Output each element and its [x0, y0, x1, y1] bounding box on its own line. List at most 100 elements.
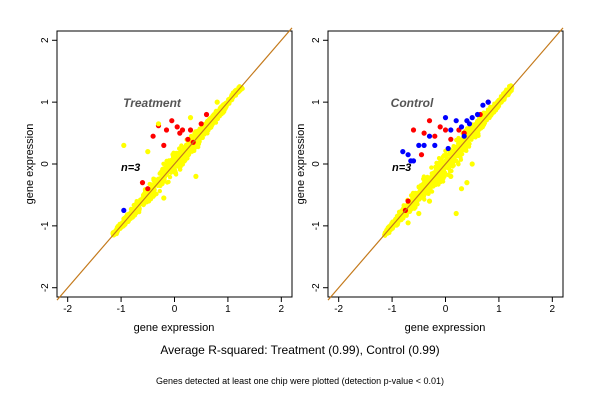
data-point [193, 173, 199, 179]
data-point [169, 118, 175, 124]
data-point [198, 121, 204, 127]
y-tick-label: 2 [40, 37, 51, 43]
data-point [435, 175, 440, 180]
data-point [166, 179, 171, 185]
data-point [440, 154, 446, 159]
data-point [145, 186, 151, 192]
n-label: n=3 [392, 162, 411, 174]
data-point [413, 204, 418, 209]
data-point [218, 112, 223, 117]
data-point [145, 149, 151, 155]
x-tick-label: -1 [388, 304, 397, 315]
n-label: n=3 [121, 162, 140, 174]
data-point [157, 188, 162, 194]
data-point [458, 186, 465, 192]
data-point [421, 130, 427, 136]
data-point [454, 137, 459, 143]
data-point [445, 145, 451, 152]
data-point [458, 124, 465, 130]
data-point [239, 85, 244, 90]
y-axis-ticks: -2 -1 0 1 2 [40, 37, 57, 292]
x-tick-label: 1 [225, 304, 231, 315]
data-point [187, 115, 194, 121]
data-point [420, 182, 426, 187]
data-point [166, 161, 171, 167]
data-point [426, 118, 433, 124]
data-point [161, 142, 167, 148]
data-point [181, 156, 186, 161]
data-point [480, 124, 485, 130]
data-point [182, 145, 187, 150]
data-point [144, 192, 149, 198]
data-point [429, 165, 434, 170]
data-point [155, 121, 162, 127]
data-point [151, 194, 156, 199]
y-tick-label: -1 [311, 221, 322, 230]
panel-title: Control [391, 96, 434, 110]
data-point [418, 152, 425, 158]
identity-line [327, 27, 564, 301]
data-point [403, 212, 408, 217]
data-point [448, 173, 454, 179]
y-axis-label: gene expression [295, 124, 307, 205]
data-point [187, 127, 194, 133]
data-point [451, 163, 456, 168]
data-point [464, 180, 470, 186]
data-point [405, 220, 411, 226]
data-point [441, 176, 446, 181]
data-point [426, 198, 433, 204]
data-point [467, 125, 472, 130]
data-point [121, 207, 127, 213]
data-point [454, 144, 459, 150]
y-tick-label: 1 [40, 99, 51, 105]
data-points [382, 83, 515, 238]
data-point [431, 184, 436, 189]
treatment-panel: Treatment n=3 -2 -1 0 1 2 -2 -1 0 1 2 gene expre… [24, 27, 293, 334]
data-point [480, 102, 486, 108]
data-point [475, 128, 481, 133]
data-point [410, 127, 417, 133]
data-point [162, 177, 167, 182]
x-axis-label: gene expression [134, 322, 215, 334]
data-point [204, 119, 210, 124]
x-tick-label: 0 [172, 304, 178, 315]
data-point [471, 133, 476, 138]
data-point [469, 115, 475, 121]
data-point [185, 136, 191, 142]
data-point [442, 115, 449, 121]
data-point [485, 99, 491, 105]
data-point [171, 167, 177, 172]
data-point [455, 153, 460, 159]
data-point [445, 165, 450, 171]
data-point [200, 135, 205, 140]
data-point [456, 161, 461, 167]
data-point [466, 144, 472, 149]
control-panel: Control n=3 -2 -1 0 1 2 -2 -1 0 1 2 gene express… [295, 27, 564, 334]
data-point [416, 142, 422, 148]
data-point [192, 148, 197, 153]
y-tick-label: -1 [40, 221, 51, 230]
data-point [442, 127, 449, 133]
data-point [422, 178, 427, 183]
y-tick-label: 0 [40, 161, 51, 167]
data-point [453, 118, 459, 124]
x-axis-label: gene expression [405, 322, 486, 334]
x-tick-label: -2 [63, 304, 72, 315]
data-point [174, 124, 180, 130]
data-point [421, 142, 427, 148]
x-tick-label: -1 [117, 304, 126, 315]
data-point [435, 164, 440, 169]
y-axis-ticks: -2 -1 0 1 2 [311, 37, 328, 292]
data-point [432, 142, 438, 148]
data-point [180, 162, 185, 167]
x-tick-label: 2 [279, 304, 285, 315]
y-axis-label: gene expression [24, 124, 36, 205]
data-point [163, 127, 170, 133]
y-tick-label: 0 [311, 161, 322, 167]
y-tick-label: -2 [311, 283, 322, 292]
data-point [192, 133, 197, 138]
x-tick-label: 1 [496, 304, 502, 315]
data-point [405, 198, 411, 204]
data-point [453, 210, 459, 217]
data-point [410, 196, 415, 201]
